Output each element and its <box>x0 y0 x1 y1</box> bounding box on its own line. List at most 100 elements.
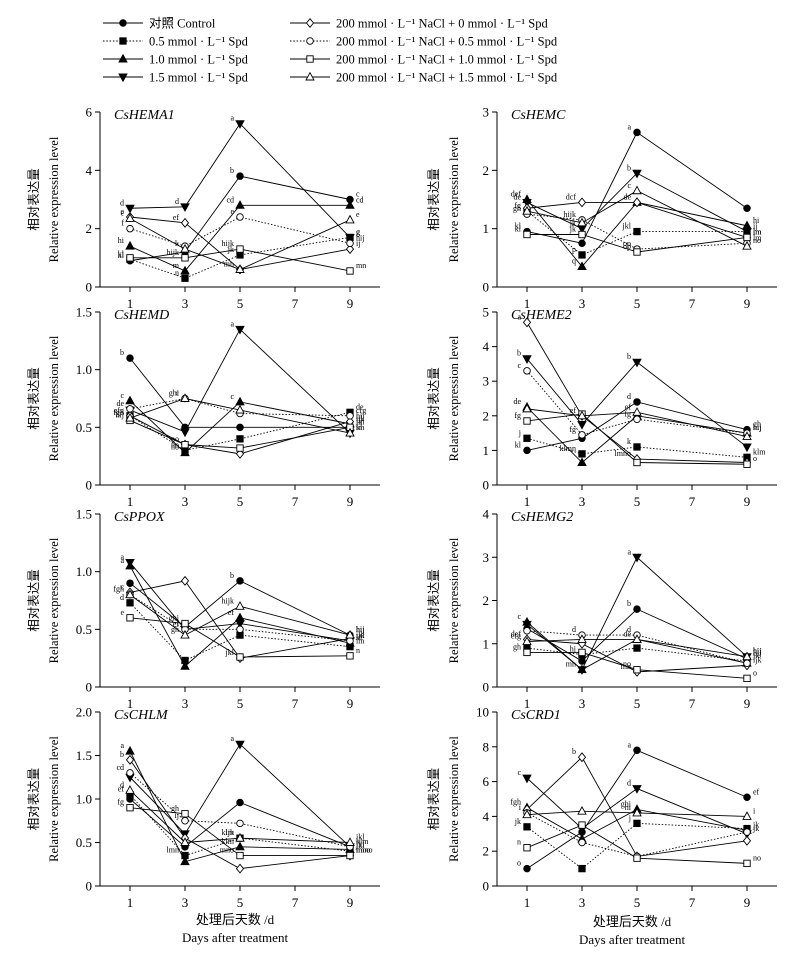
series-3: a klm jkl <box>120 741 365 866</box>
significance-letter: ef <box>228 608 235 617</box>
series-5: b mno <box>120 750 370 874</box>
legend-label-5: 200 mmol · L⁻¹ NaCl + 0 mmol · L⁻¹ Spd <box>336 17 549 31</box>
y-axis-label-cn: 相对表达量 <box>427 367 441 430</box>
significance-letter: a <box>517 312 521 321</box>
y-tick-label: 4 <box>483 507 490 522</box>
data-point <box>181 810 189 818</box>
significance-letter: hij <box>753 423 761 432</box>
series-line <box>129 218 351 270</box>
data-point <box>577 261 587 271</box>
data-point <box>577 421 587 430</box>
series-8: c no <box>522 181 761 250</box>
data-point <box>577 805 587 815</box>
series-line <box>129 743 351 848</box>
significance-letter: hijk <box>222 596 234 605</box>
x-tick-label: 1 <box>127 296 134 311</box>
data-point <box>578 239 586 247</box>
significance-letter: b <box>120 348 124 357</box>
significance-letter: lm <box>356 637 365 646</box>
y-tick-label: 5 <box>483 305 490 320</box>
series-line <box>526 358 748 448</box>
series-line <box>129 807 350 856</box>
significance-letter: def <box>511 190 522 199</box>
significance-letter: j <box>518 428 521 437</box>
data-point <box>633 666 641 674</box>
x-tick-label: 3 <box>182 696 189 711</box>
panel-title: CsHEMG2 <box>511 510 573 525</box>
significance-letter: jk <box>569 219 576 228</box>
y-axis-label-en: Relative expression level <box>47 736 61 862</box>
significance-letter: gh <box>171 804 179 813</box>
data-point <box>346 239 354 247</box>
data-point <box>522 636 532 646</box>
data-point <box>633 248 641 256</box>
series-7: kl jk op lm <box>515 225 762 256</box>
significance-letter: ef <box>173 213 180 222</box>
significance-letter: lm <box>356 417 365 426</box>
series-line <box>526 638 748 658</box>
data-point <box>235 832 245 842</box>
y-tick-label: 0 <box>483 478 490 493</box>
x-tick-label: 7 <box>292 296 299 311</box>
significance-letter: b <box>230 571 234 580</box>
significance-letter: e <box>356 210 360 219</box>
significance-letter: kl <box>515 440 522 449</box>
significance-letter: de <box>513 192 521 201</box>
series-line <box>129 580 351 636</box>
panel-CsHEMG2: 0 1 2 3 4 1 3 5 7 9 CsHEMG2 相对表达量 Relative expressio… <box>427 507 777 711</box>
series-line <box>526 824 748 864</box>
x-tick-label: 7 <box>292 696 299 711</box>
significance-letter: jkl <box>225 648 235 657</box>
data-point <box>743 674 751 683</box>
y-tick-label: 2 <box>483 593 490 608</box>
series-line <box>526 807 748 840</box>
significance-letter: kl <box>356 423 363 432</box>
significance-letter: mno <box>356 846 370 855</box>
significance-letter: ef <box>753 787 760 796</box>
series-line <box>129 400 351 454</box>
significance-letter: p <box>572 245 576 254</box>
significance-letter: no <box>171 443 179 452</box>
data-point <box>180 575 190 586</box>
significance-letter: bij <box>753 649 761 658</box>
significance-letter: k <box>627 437 631 446</box>
data-point <box>181 619 189 628</box>
significance-letter: a <box>120 741 124 750</box>
panel-title: CsHEMC <box>511 108 566 123</box>
significance-letter: fg <box>624 409 631 418</box>
significance-letter: hij <box>753 647 761 656</box>
y-axis-label-en: Relative expression level <box>447 537 461 663</box>
series-line <box>129 594 351 642</box>
y-axis-label-cn: 相对表达量 <box>27 168 41 231</box>
y-tick-label: 1.5 <box>76 507 92 522</box>
series-1: o a ef <box>517 740 760 873</box>
data-point <box>578 648 586 657</box>
data-point <box>346 412 354 420</box>
data-point <box>523 446 531 455</box>
y-tick-label: 1 <box>483 636 490 651</box>
legend-label-8: 200 mmol · L⁻¹ NaCl + 1.5 mmol · L⁻¹ Spd <box>336 71 558 85</box>
series-8: efg de hij <box>511 629 761 661</box>
data-point <box>125 745 135 755</box>
data-point <box>633 746 641 755</box>
data-point <box>181 440 189 449</box>
significance-letter: jk <box>355 417 362 426</box>
significance-letter: lm <box>753 233 762 242</box>
x-tick-label: 3 <box>579 696 586 711</box>
data-point <box>743 859 751 868</box>
data-point <box>235 620 245 629</box>
data-point <box>743 233 751 242</box>
data-point <box>236 245 244 253</box>
significance-letter: klm <box>753 447 766 456</box>
data-point <box>577 457 587 466</box>
series-line <box>129 175 351 262</box>
significance-letter: hi <box>118 236 125 245</box>
significance-letter: op <box>623 242 631 251</box>
series-3: c no c ijk <box>120 391 364 457</box>
significance-letter: fg <box>569 425 576 434</box>
significance-letter: ij <box>753 222 757 231</box>
series-1: b lm <box>120 348 365 432</box>
series-line <box>526 190 748 247</box>
significance-letter: fg <box>514 201 521 210</box>
